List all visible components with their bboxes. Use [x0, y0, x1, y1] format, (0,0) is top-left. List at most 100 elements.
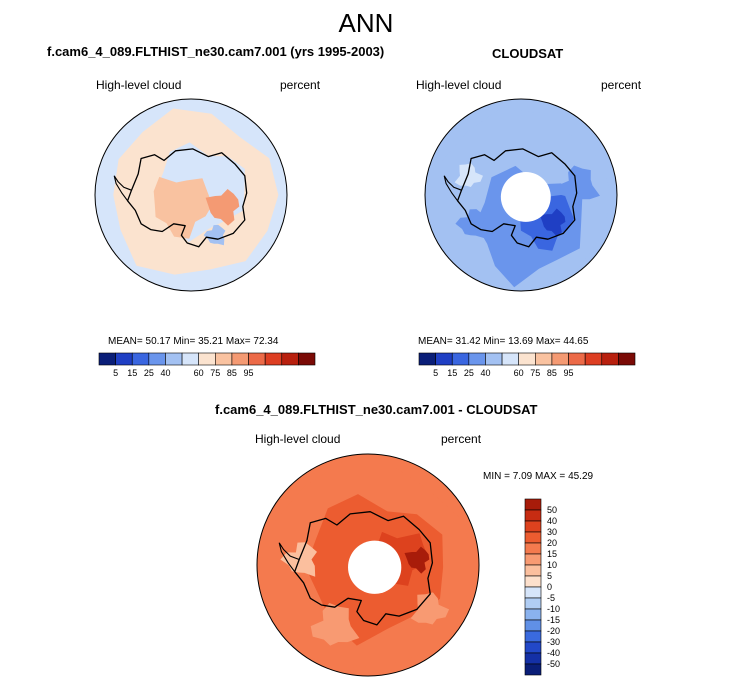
diff-colorbar-swatch: [524, 652, 542, 665]
diff-colorbar-tick-label: -40: [547, 648, 560, 658]
model-field: [95, 99, 287, 291]
diff-min-value: 7.09: [512, 471, 533, 482]
obs-antarctica-coastline: [456, 148, 578, 248]
diff-units-label: percent: [441, 432, 482, 446]
left-colorbar-tick-label: 40: [160, 368, 170, 378]
left-colorbar-tick-label: 5: [113, 368, 118, 378]
diff-colorbar-swatch: [524, 553, 542, 566]
diff-colorbar-swatch: [524, 663, 542, 676]
diff-colorbar-swatch: [524, 575, 542, 588]
diff-colorbar-tick-label: 20: [547, 538, 557, 548]
diff-polar-map: [256, 453, 480, 677]
left-colorbar-tick-label: 75: [210, 368, 220, 378]
right-colorbar-swatch: [601, 352, 619, 366]
obs-map-border: [424, 98, 618, 292]
left-colorbar-tick-label: 95: [244, 368, 254, 378]
left-colorbar-swatch: [181, 352, 199, 366]
diff-contour-region: [410, 592, 450, 625]
diff-contour-region: [310, 603, 360, 646]
left-colorbar-tick-label: 60: [194, 368, 204, 378]
right-colorbar-swatch: [535, 352, 553, 366]
right-min-value: 13.69: [508, 336, 534, 347]
figure-title: ANN: [338, 8, 394, 38]
obs-contour-region: [454, 163, 483, 187]
diff-missing-data: [348, 540, 402, 594]
left-colorbar-swatch: [281, 352, 299, 366]
right-min-label: Min=: [483, 336, 506, 347]
diff-map-border: [256, 453, 480, 677]
obs-field: [425, 99, 617, 291]
right-stats: MEAN= 31.42 Min= 13.69 Max= 44.65: [418, 336, 588, 347]
left-colorbar-tick-label: 25: [144, 368, 154, 378]
right-max-value: 44.65: [563, 336, 589, 347]
left-colorbar-swatch: [115, 352, 133, 366]
obs-peninsula-coastline: [443, 175, 462, 202]
left-colorbar-swatch: [231, 352, 249, 366]
left-colorbar-swatch: [165, 352, 183, 366]
right-max-label: Max=: [535, 336, 561, 347]
right-colorbar-swatch: [451, 352, 470, 366]
right-colorbar-swatch: [435, 352, 453, 366]
model-map-border: [94, 98, 288, 292]
right-colorbar-swatch: [485, 352, 503, 366]
diff-field: [257, 454, 479, 676]
right-colorbar-tick-label: 25: [464, 368, 474, 378]
right-panel-title: CLOUDSAT: [492, 46, 564, 61]
diff-colorbar-tick-label: 15: [547, 549, 557, 559]
right-colorbar-swatch: [568, 352, 586, 366]
diff-colorbar-swatch: [524, 542, 542, 555]
obs-missing-data: [500, 171, 551, 222]
right-colorbar-swatch: [618, 352, 636, 366]
right-units-label: percent: [601, 78, 642, 92]
right-colorbar: 5 15 25 40 60 75 85 95: [418, 352, 636, 378]
diff-colorbar-tick-label: -20: [547, 626, 560, 636]
left-panel-title: f.cam6_4_089.FLTHIST_ne30.cam7.001 (yrs …: [47, 44, 385, 59]
right-colorbar-swatch: [551, 352, 569, 366]
diff-colorbar-tick-label: 0: [547, 582, 552, 592]
right-colorbar-swatch: [584, 352, 603, 366]
left-colorbar-swatch: [248, 352, 266, 366]
model-contour-region: [205, 189, 240, 226]
right-colorbar-swatch: [418, 352, 436, 366]
diff-colorbar-tick-label: -50: [547, 659, 560, 669]
left-units-label: percent: [280, 78, 321, 92]
right-variable-label: High-level cloud: [416, 78, 502, 92]
right-mean-label: MEAN=: [418, 336, 453, 347]
left-variable-label: High-level cloud: [96, 78, 182, 92]
right-mean-value: 31.42: [455, 336, 481, 347]
diff-contour-region: [404, 546, 430, 574]
diff-colorbar-tick-label: 5: [547, 571, 552, 581]
diff-colorbar-swatch: [524, 586, 542, 599]
diff-colorbar-swatch: [524, 564, 542, 577]
right-colorbar-tick-label: 85: [547, 368, 557, 378]
diff-colorbar-swatch: [524, 630, 542, 643]
right-colorbar-tick-label: 5: [433, 368, 438, 378]
left-max-label: Max=: [225, 336, 251, 347]
left-colorbar: 5 15 25 40 60 75 85 95: [98, 352, 316, 378]
left-colorbar-swatch: [298, 352, 316, 366]
left-min-value: 35.21: [198, 336, 224, 347]
model-contour-region: [203, 224, 226, 246]
right-colorbar-swatch: [468, 352, 486, 366]
diff-stats: MIN = 7.09 MAX = 45.29: [483, 471, 593, 482]
left-stats: MEAN= 50.17 Min= 35.21 Max= 72.34: [108, 336, 278, 347]
model-contour-region: [148, 128, 177, 154]
diff-colorbar-swatch: [524, 520, 542, 533]
diff-colorbar-tick-label: 10: [547, 560, 557, 570]
left-colorbar-tick-label: 85: [227, 368, 237, 378]
diff-colorbar-swatch: [524, 597, 542, 610]
right-colorbar-swatch: [501, 352, 519, 366]
diff-max-value: 45.29: [568, 471, 594, 482]
diff-colorbar-tick-label: 40: [547, 516, 557, 526]
diff-colorbar-swatch: [524, 498, 542, 511]
left-colorbar-tick-label: 15: [127, 368, 137, 378]
right-colorbar-tick-label: 40: [480, 368, 490, 378]
right-colorbar-tick-label: 15: [447, 368, 457, 378]
diff-min-label: MIN =: [483, 471, 510, 482]
left-colorbar-swatch: [98, 352, 116, 366]
left-max-value: 72.34: [253, 336, 279, 347]
diff-antarctica-coastline: [294, 511, 434, 626]
diff-colorbar-tick-label: 50: [547, 505, 557, 515]
model-polar-map: [94, 98, 288, 292]
model-antarctica-coastline: [126, 148, 248, 248]
